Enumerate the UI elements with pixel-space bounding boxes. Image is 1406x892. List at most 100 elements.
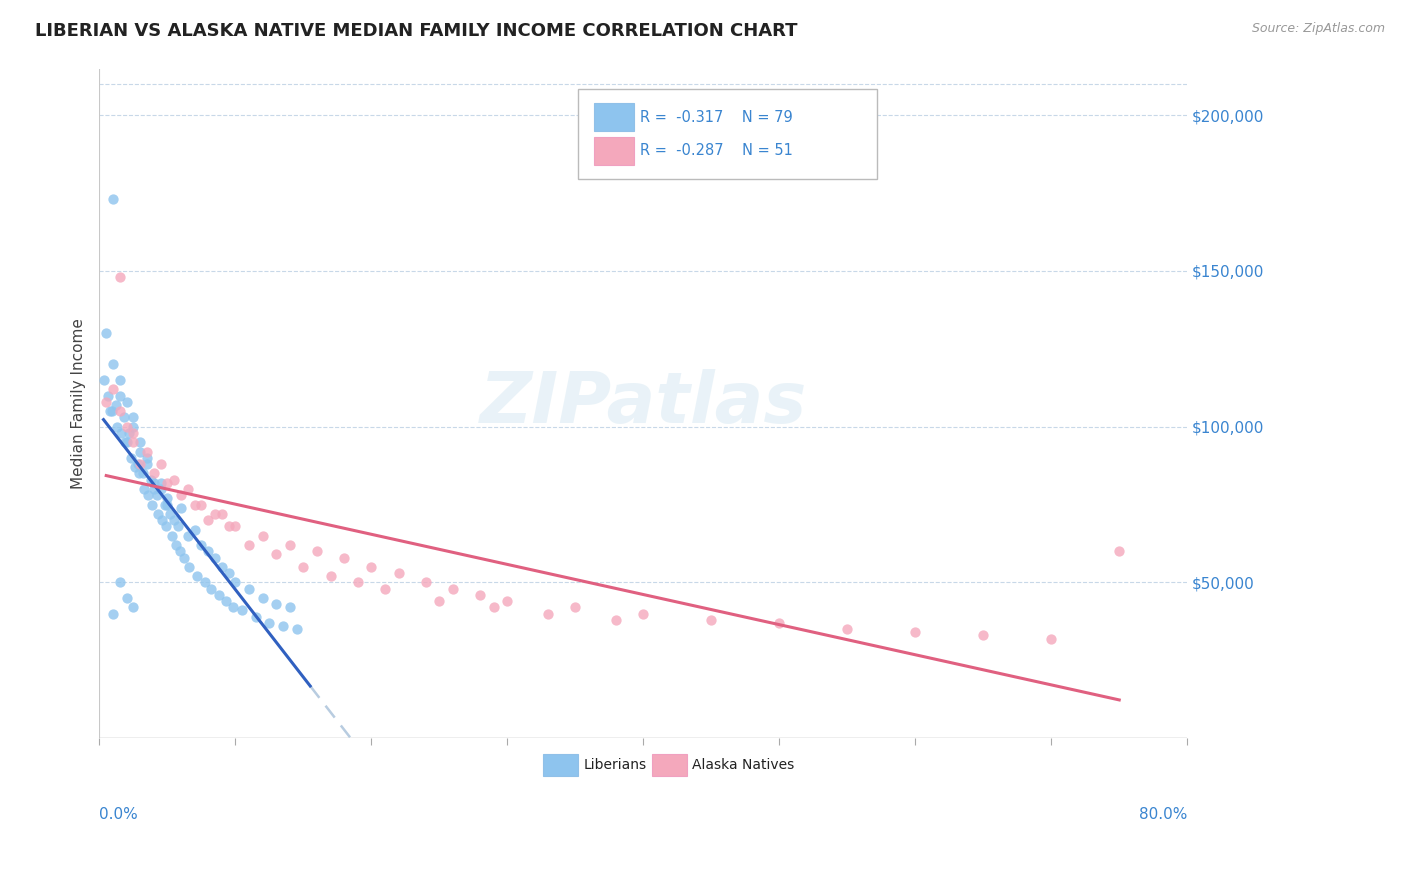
Point (305, 544, 328, 558)
Point (124, 460, 146, 475)
Text: LIBERIAN VS ALASKA NATIVE MEDIAN FAMILY INCOME CORRELATION CHART: LIBERIAN VS ALASKA NATIVE MEDIAN FAMILY … (35, 22, 797, 40)
Point (96, 326, 118, 341)
Point (200, 582, 222, 596)
Point (197, 544, 219, 558)
Point (101, 358, 124, 372)
Point (170, 500, 193, 515)
FancyBboxPatch shape (543, 754, 578, 776)
Point (136, 450, 159, 465)
Point (208, 588, 231, 602)
Point (149, 482, 172, 496)
Point (197, 513, 219, 527)
Point (97, 388, 120, 402)
Point (1108, 544, 1130, 558)
Point (93, 373, 115, 387)
Point (194, 575, 217, 590)
Point (128, 467, 150, 481)
Point (427, 594, 450, 608)
Point (110, 425, 132, 440)
Point (142, 482, 165, 496)
Point (122, 419, 145, 434)
Point (98, 404, 121, 418)
Point (132, 467, 155, 481)
Point (136, 457, 159, 471)
Point (108, 270, 131, 285)
Text: Alaska Natives: Alaska Natives (692, 758, 794, 772)
Point (211, 507, 233, 521)
Point (177, 529, 200, 543)
Point (146, 507, 169, 521)
Point (156, 498, 179, 512)
Text: Source: ZipAtlas.com: Source: ZipAtlas.com (1251, 22, 1385, 36)
Point (120, 450, 142, 465)
Point (108, 388, 131, 402)
Y-axis label: Median Family Income: Median Family Income (72, 318, 86, 489)
Point (115, 394, 138, 409)
Point (173, 550, 195, 565)
Point (238, 538, 260, 552)
Point (215, 594, 238, 608)
Point (115, 419, 138, 434)
Point (108, 575, 131, 590)
Point (190, 538, 212, 552)
Point (211, 560, 233, 574)
Point (537, 607, 560, 621)
Point (837, 622, 859, 636)
Point (101, 607, 124, 621)
Point (134, 482, 156, 496)
FancyBboxPatch shape (595, 103, 634, 131)
Point (122, 425, 145, 440)
Point (129, 457, 152, 471)
Point (252, 591, 274, 605)
Point (346, 575, 368, 590)
Point (129, 435, 152, 450)
Point (238, 582, 260, 596)
Text: 80.0%: 80.0% (1139, 806, 1187, 822)
Point (127, 457, 149, 471)
Point (129, 444, 152, 458)
Text: R =  -0.287    N = 51: R = -0.287 N = 51 (640, 144, 793, 159)
Point (470, 588, 492, 602)
Point (101, 192, 124, 206)
Point (149, 475, 172, 490)
Point (156, 475, 179, 490)
Point (100, 404, 122, 418)
Point (278, 600, 301, 615)
Text: 0.0%: 0.0% (100, 806, 138, 822)
Point (122, 435, 145, 450)
Text: ZIPatlas: ZIPatlas (479, 369, 807, 438)
Point (183, 498, 205, 512)
Point (564, 600, 586, 615)
Point (177, 482, 200, 496)
Point (245, 609, 267, 624)
Point (186, 569, 208, 583)
Point (700, 613, 723, 627)
Point (104, 398, 127, 412)
Point (122, 600, 145, 615)
Point (415, 575, 437, 590)
Point (179, 560, 201, 574)
FancyBboxPatch shape (652, 754, 688, 776)
Point (221, 600, 243, 615)
Point (149, 457, 172, 471)
Text: Liberians: Liberians (583, 758, 647, 772)
Point (204, 507, 226, 521)
Text: R =  -0.317    N = 79: R = -0.317 N = 79 (640, 110, 793, 125)
Point (142, 467, 165, 481)
Point (115, 591, 138, 605)
Point (374, 582, 396, 596)
Point (96, 394, 118, 409)
Point (264, 597, 287, 611)
Point (170, 488, 193, 502)
Point (163, 473, 186, 487)
Point (141, 498, 163, 512)
Point (271, 619, 294, 633)
Point (319, 569, 342, 583)
Point (441, 582, 464, 596)
Point (160, 529, 183, 543)
FancyBboxPatch shape (578, 88, 877, 179)
Point (159, 507, 181, 521)
Point (105, 419, 128, 434)
Point (231, 603, 253, 617)
Point (218, 519, 240, 533)
